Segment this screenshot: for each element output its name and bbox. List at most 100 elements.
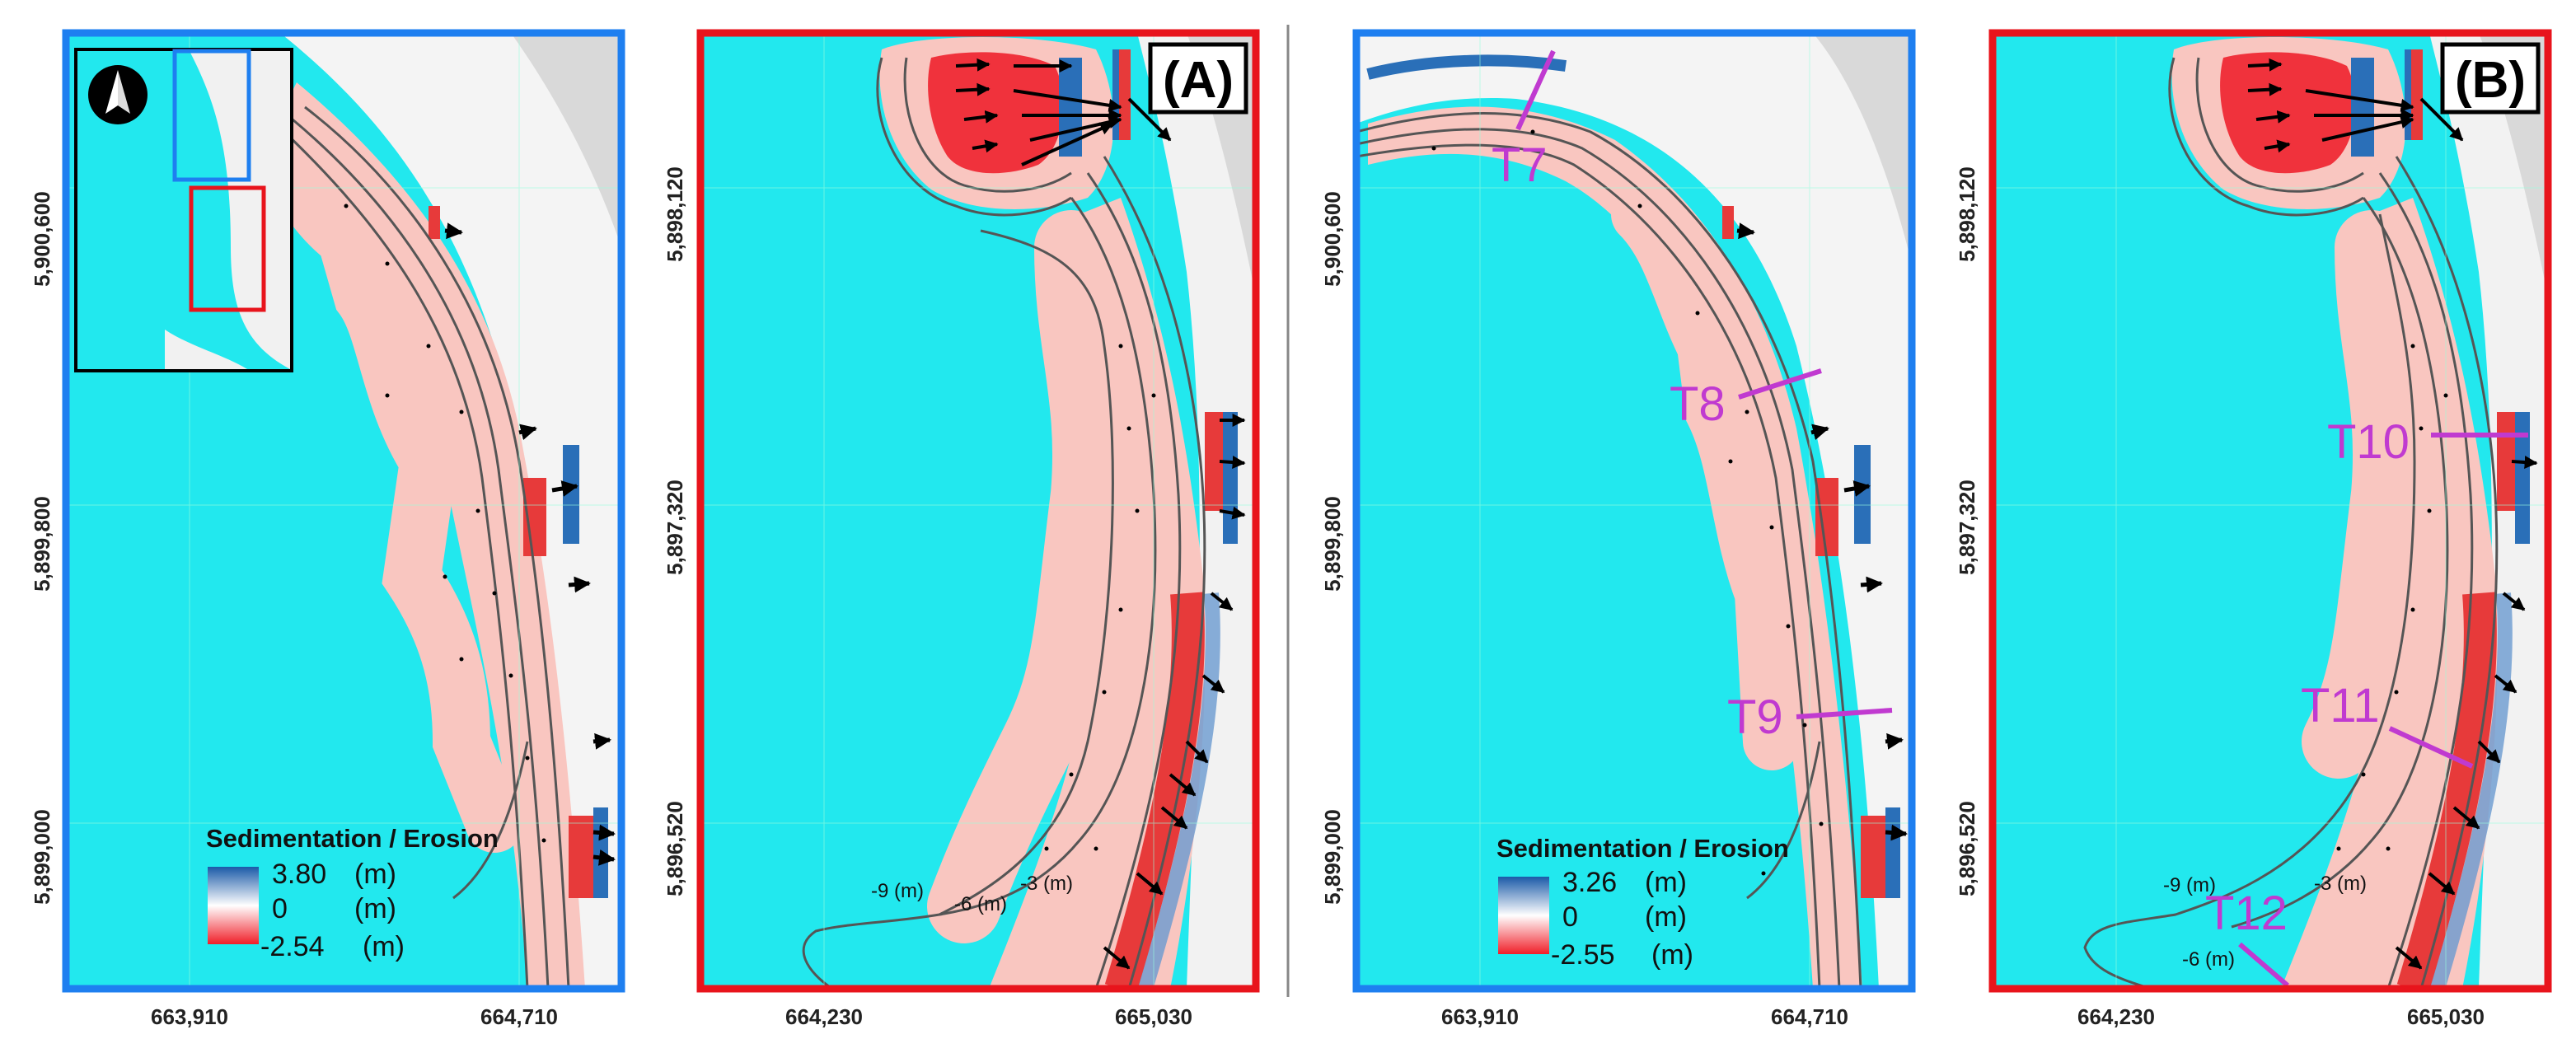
contour-line bbox=[1746, 741, 1821, 900]
legend-unit: (m) bbox=[354, 893, 396, 924]
contour-line-6 bbox=[2231, 197, 2449, 929]
vector-dots bbox=[1044, 344, 1156, 851]
sedimentation-hotspot bbox=[1885, 807, 1900, 898]
x-tick-label: 665,030 bbox=[2407, 1004, 2485, 1029]
contour-line bbox=[1356, 112, 1862, 989]
erosion-strip bbox=[1104, 592, 1205, 989]
vector-dots bbox=[1431, 129, 1824, 876]
land-relief bbox=[511, 33, 621, 247]
erosion-hotspot bbox=[1722, 206, 1734, 239]
transect-t11 bbox=[2388, 726, 2474, 769]
legend-min: -2.55 bbox=[1551, 939, 1615, 971]
legend-mid: 0 bbox=[272, 893, 288, 924]
sedimentation-hotspot bbox=[2351, 58, 2374, 157]
erosion-hotspot bbox=[1815, 478, 1838, 556]
map-panel-1[interactable]: Sedimentation / Erosion 3.80 (m) 0 (m) -… bbox=[30, 29, 625, 1029]
x-tick-label: 664,230 bbox=[2077, 1004, 2155, 1029]
land-area bbox=[1137, 33, 1256, 989]
current-vectors bbox=[1736, 222, 1908, 841]
contour-label: -6 (m) bbox=[954, 893, 1007, 915]
inset-extent-blue bbox=[172, 49, 251, 182]
legend-unit: (m) bbox=[1645, 867, 1687, 898]
contour-label: -9 (m) bbox=[871, 880, 924, 902]
sedimentation-hotspot bbox=[1854, 445, 1871, 544]
contour-line bbox=[903, 57, 1072, 193]
transect-label: T9 bbox=[1727, 690, 1783, 744]
erosion-hotspot bbox=[1205, 412, 1223, 511]
map-panel-4[interactable]: T10 T11 T12 -9 (m) -6 (m) -3 (m) (B) 5,8… bbox=[1955, 29, 2552, 1029]
transect-t8 bbox=[1738, 368, 1822, 400]
panel-label: (A) bbox=[1163, 52, 1234, 109]
transect-t9 bbox=[1796, 708, 1893, 719]
erosion-hotspot bbox=[2411, 49, 2423, 140]
x-tick-label: 664,710 bbox=[480, 1004, 558, 1029]
y-tick-label: 5,898,120 bbox=[663, 166, 687, 262]
y-tick-label: 5,898,120 bbox=[1955, 166, 1979, 262]
contour-label: -3 (m) bbox=[2314, 873, 2367, 895]
map-grid bbox=[1993, 33, 2548, 989]
land-area bbox=[1356, 33, 1912, 989]
inset-extent-red bbox=[189, 185, 266, 312]
contour-line-3 bbox=[1086, 172, 1182, 989]
x-tick-label: 664,230 bbox=[785, 1004, 863, 1029]
sedimentation-hotspot bbox=[593, 807, 608, 898]
map-panel-2[interactable]: -9 (m) -6 (m) -3 (m) (A) 5,898,120 5,897… bbox=[663, 29, 1260, 1029]
contour-label: -6 (m) bbox=[2182, 948, 2235, 971]
transect-label: T7 bbox=[1492, 138, 1548, 192]
map-panel-3[interactable]: T7 T8 T9 Sedimentation / Erosion 3.26 (m… bbox=[1320, 29, 1916, 1029]
erosion-hotspot bbox=[1861, 816, 1885, 898]
y-tick-label: 5,900,600 bbox=[1320, 191, 1345, 287]
vector-dots bbox=[344, 204, 546, 843]
legend-1: Sedimentation / Erosion 3.80 (m) 0 (m) -… bbox=[206, 824, 499, 962]
x-tick-label: 665,030 bbox=[1115, 1004, 1192, 1029]
erosion-lobes bbox=[1611, 185, 1801, 770]
panel-label-box bbox=[1148, 42, 1248, 115]
panel-label: (B) bbox=[2455, 52, 2526, 109]
current-vectors bbox=[955, 58, 1246, 970]
legend-mid: 0 bbox=[1562, 901, 1578, 933]
legend-title: Sedimentation / Erosion bbox=[1496, 834, 1789, 863]
contour-line-3 bbox=[2378, 172, 2474, 989]
y-tick-label: 5,899,800 bbox=[30, 496, 54, 592]
transect-label: T10 bbox=[2327, 415, 2410, 469]
contour-label: -9 (m) bbox=[2163, 874, 2216, 896]
legend-title: Sedimentation / Erosion bbox=[206, 824, 499, 853]
y-tick-label: 5,896,520 bbox=[1955, 801, 1979, 896]
contour-line bbox=[304, 105, 570, 989]
erosion-hotspot bbox=[569, 816, 593, 898]
contour-line bbox=[2395, 156, 2499, 989]
legend-unit: (m) bbox=[354, 859, 396, 890]
land-area bbox=[280, 33, 621, 989]
erosion-belt bbox=[272, 82, 585, 989]
panel-label-box bbox=[2440, 42, 2541, 115]
transect-label: T12 bbox=[2205, 887, 2288, 940]
transect-label: T8 bbox=[1670, 377, 1726, 431]
map-grid bbox=[700, 33, 1256, 989]
contour-line bbox=[1356, 143, 1821, 989]
land-relief bbox=[1813, 33, 1912, 264]
y-tick-label: 5,899,800 bbox=[1320, 496, 1345, 592]
legend-unit: (m) bbox=[363, 931, 405, 962]
contour-line-9 bbox=[802, 229, 1114, 989]
transect-lines bbox=[1515, 49, 1893, 719]
north-arrow-icon bbox=[88, 65, 148, 124]
transect-label: T11 bbox=[2301, 679, 2380, 732]
erosion-lobes bbox=[927, 210, 1126, 943]
legend-min: -2.54 bbox=[260, 931, 325, 962]
erosion-strip bbox=[2396, 592, 2497, 989]
sedimentation-strip bbox=[1138, 592, 1220, 989]
legend-max: 3.26 bbox=[1562, 867, 1617, 898]
contour-label: -3 (m) bbox=[1020, 873, 1073, 895]
y-tick-label: 5,899,000 bbox=[30, 809, 54, 905]
transect-t12 bbox=[2238, 942, 2289, 988]
panel-frame bbox=[1352, 29, 1916, 993]
erosion-lobes bbox=[2302, 210, 2427, 779]
sedimentation-strip bbox=[1366, 54, 1567, 80]
sedimentation-hotspot bbox=[2515, 412, 2530, 544]
panel-frame bbox=[62, 29, 625, 993]
inset-locator-map bbox=[74, 48, 293, 372]
legend-3: Sedimentation / Erosion 3.26 (m) 0 (m) -… bbox=[1496, 834, 1789, 971]
y-tick-label: 5,900,600 bbox=[30, 191, 54, 287]
x-tick-label: 664,710 bbox=[1771, 1004, 1848, 1029]
panel-frame bbox=[1988, 29, 2552, 993]
